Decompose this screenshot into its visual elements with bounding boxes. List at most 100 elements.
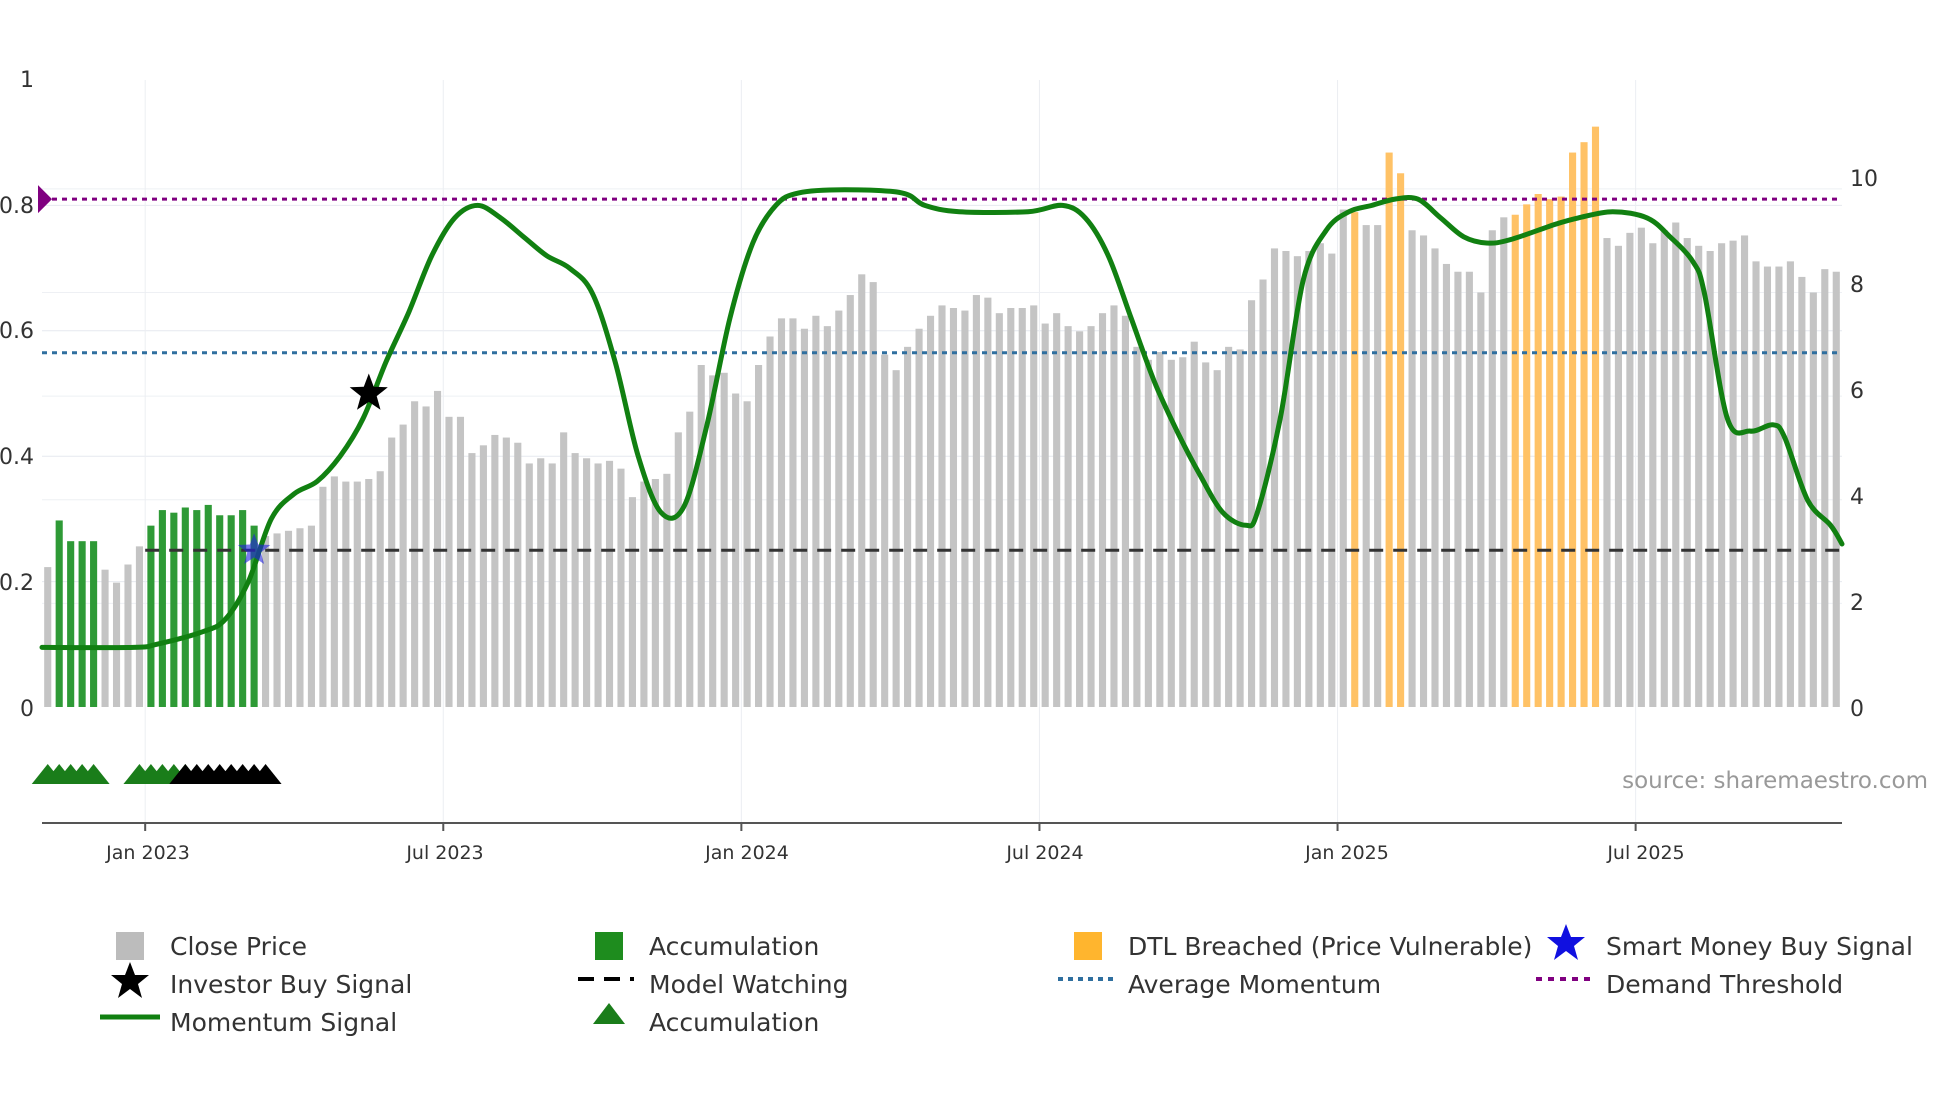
price-bar xyxy=(101,569,109,707)
price-bar xyxy=(1339,209,1347,708)
left-tick-3: 0.6 xyxy=(0,319,34,344)
price-bar xyxy=(284,530,293,707)
accumulation-triangle-icon xyxy=(77,764,110,784)
legend-label-average-momentum: Average Momentum xyxy=(1128,970,1381,999)
price-bar xyxy=(537,458,545,707)
price-bar xyxy=(548,463,556,707)
price-bar xyxy=(296,528,304,707)
accumulation-bar xyxy=(170,512,178,707)
accumulation-bar xyxy=(216,515,224,707)
price-bar xyxy=(112,582,121,707)
legend-label-demand-threshold: Demand Threshold xyxy=(1606,970,1843,999)
accumulation-black-triangle-icon xyxy=(249,764,282,784)
legend-label-accumulation-marker: Accumulation xyxy=(649,1008,819,1037)
accumulation-bar xyxy=(147,525,155,707)
dtl-breached-bar xyxy=(1546,199,1554,707)
price-bar xyxy=(1282,251,1290,707)
price-bar xyxy=(124,564,132,707)
price-bar xyxy=(1190,341,1198,707)
price-bar xyxy=(1133,346,1141,707)
price-bar xyxy=(1213,370,1221,707)
price-bar xyxy=(1786,261,1794,707)
price-bar xyxy=(1053,313,1061,707)
price-bar xyxy=(1454,271,1462,707)
right-tick-3: 6 xyxy=(1850,379,1864,404)
x-tick-5: Jul 2025 xyxy=(1606,842,1684,864)
price-bar xyxy=(422,406,430,707)
price-bar xyxy=(1695,245,1703,707)
price-bar xyxy=(1018,308,1026,707)
legend-triangle-accumulation-icon xyxy=(593,1003,625,1024)
price-bar xyxy=(972,295,980,707)
price-bar xyxy=(1121,315,1129,707)
price-bar xyxy=(1293,256,1301,707)
demand-threshold-marker-icon xyxy=(38,185,52,214)
legend-label-accumulation-bar: Accumulation xyxy=(649,932,819,961)
legend-label-investor-buy: Investor Buy Signal xyxy=(170,970,412,999)
axes xyxy=(42,822,1842,831)
price-bar xyxy=(846,295,854,707)
price-bar xyxy=(1087,326,1095,707)
dtl-breached-bar xyxy=(1351,212,1359,707)
accumulation-bar xyxy=(90,541,98,707)
legend-swatch-accumulation-bar xyxy=(595,932,623,960)
legend-swatch-close-price xyxy=(116,932,144,960)
price-bar xyxy=(995,313,1003,707)
signal-markers xyxy=(237,373,388,564)
price-bar xyxy=(823,326,831,707)
reference-lines xyxy=(38,185,1842,552)
accumulation-bar xyxy=(239,510,247,707)
price-bar xyxy=(1305,251,1313,707)
x-tick-2: Jan 2024 xyxy=(704,842,789,864)
accumulation-markers xyxy=(31,764,282,784)
accumulation-bar xyxy=(78,541,86,707)
accumulation-bar xyxy=(55,520,63,707)
legend-label-dtl-breached: DTL Breached (Price Vulnerable) xyxy=(1128,932,1532,961)
dtl-breached-bar xyxy=(1511,214,1519,708)
price-bar xyxy=(743,401,751,707)
left-tick-1: 0.2 xyxy=(0,571,34,596)
price-bar xyxy=(720,372,728,707)
price-bar xyxy=(514,442,522,707)
price-bar xyxy=(1030,305,1038,707)
price-bar xyxy=(1408,230,1416,707)
price-bar xyxy=(1729,240,1737,707)
price-bar xyxy=(1007,308,1015,707)
legend-swatch-dtl-breached xyxy=(1074,932,1102,960)
bar-series xyxy=(44,126,1840,708)
price-bar xyxy=(399,424,407,707)
accumulation-bar xyxy=(193,510,201,707)
price-bar xyxy=(1248,300,1256,707)
right-tick-4: 8 xyxy=(1850,273,1864,298)
price-bar xyxy=(365,479,373,707)
price-bar xyxy=(1706,251,1714,707)
price-bar xyxy=(674,432,682,707)
price-bar xyxy=(858,274,866,707)
right-tick-1: 2 xyxy=(1850,591,1864,616)
dtl-breached-bar xyxy=(1523,204,1531,708)
price-bar xyxy=(319,486,327,707)
price-bar xyxy=(663,473,671,707)
price-bar xyxy=(835,310,843,707)
price-bar xyxy=(456,416,465,707)
legend-label-close-price: Close Price xyxy=(170,932,307,961)
accumulation-bar xyxy=(67,541,75,707)
price-bar xyxy=(135,546,144,707)
accumulation-bar xyxy=(181,507,189,707)
price-bar xyxy=(1202,362,1210,707)
accumulation-bar xyxy=(204,504,212,707)
price-bar xyxy=(1144,359,1152,707)
price-bar xyxy=(273,533,281,707)
price-bar xyxy=(1167,359,1175,707)
price-bar xyxy=(732,393,740,707)
momentum-line xyxy=(39,187,1845,651)
price-bar xyxy=(1316,243,1324,708)
price-bar xyxy=(44,567,52,707)
price-bar xyxy=(330,476,338,707)
price-bar xyxy=(984,297,992,707)
price-bar xyxy=(812,315,820,707)
price-bar xyxy=(1362,225,1370,707)
price-bar xyxy=(1442,263,1451,707)
price-bar xyxy=(755,365,763,707)
